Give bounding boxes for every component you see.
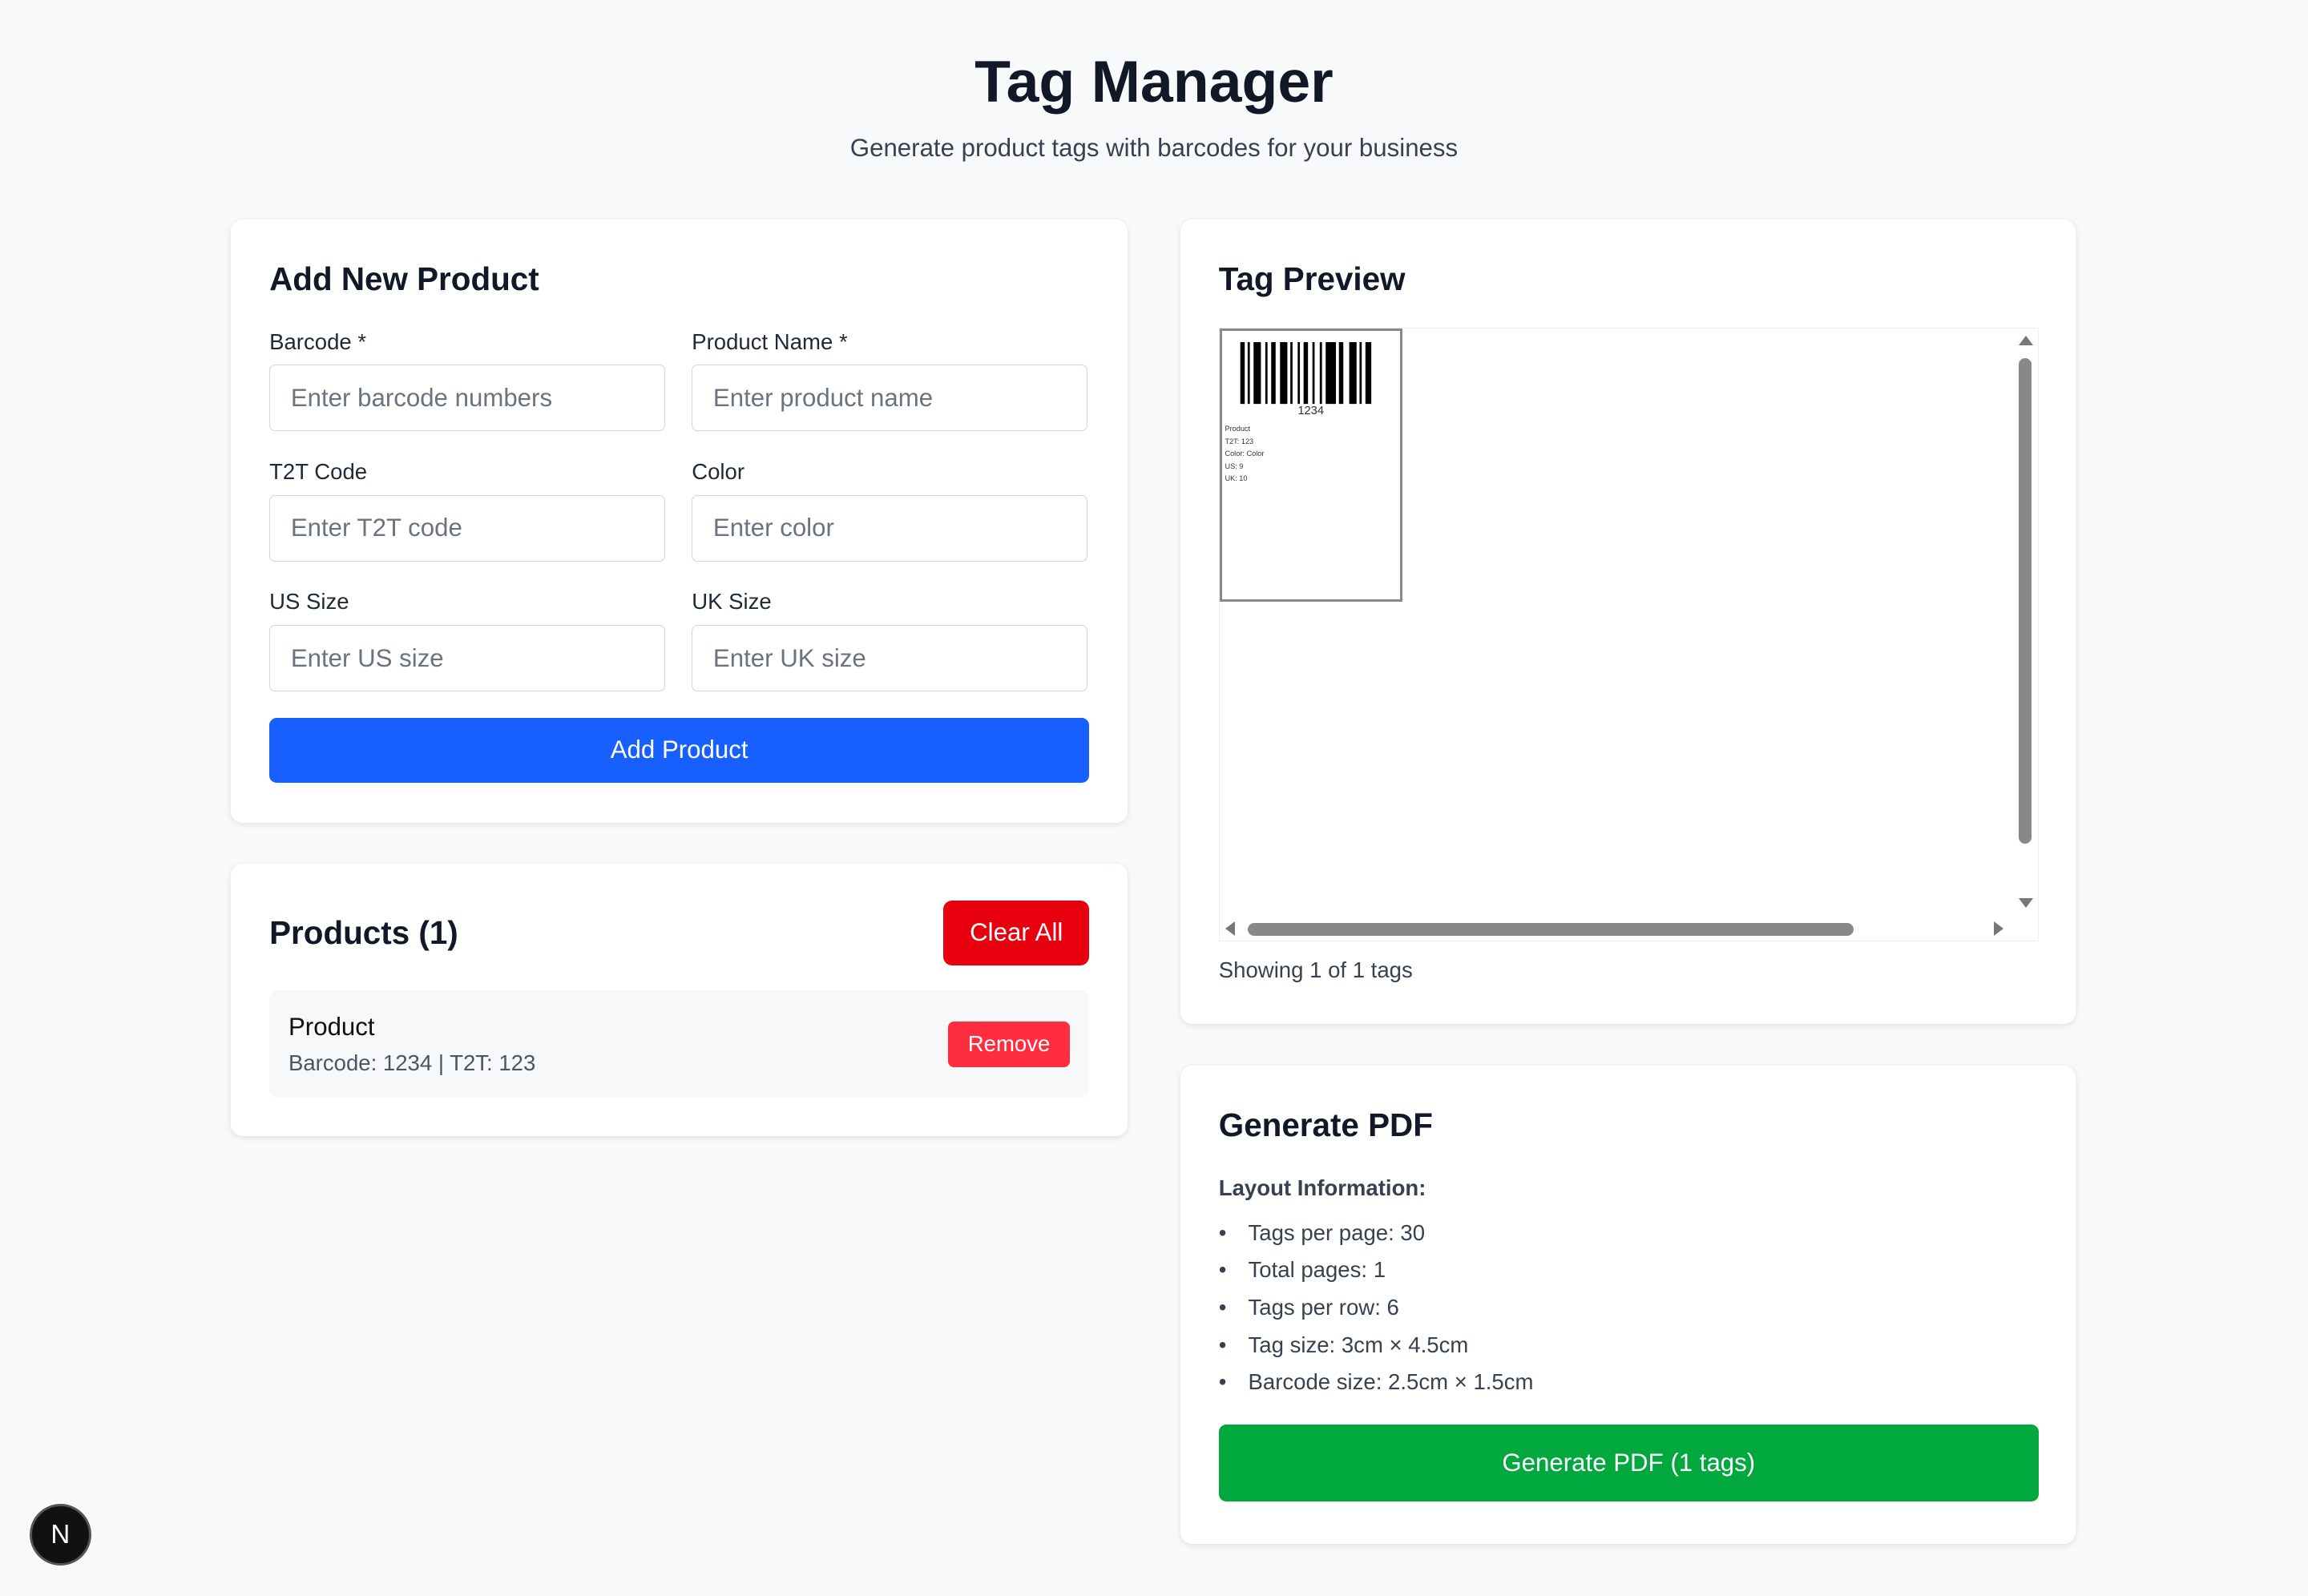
tag-barcode-number: 1234 bbox=[1297, 404, 1324, 417]
vertical-scrollbar[interactable] bbox=[2014, 328, 2037, 917]
color-label: Color bbox=[692, 459, 745, 485]
barcode-image bbox=[1240, 342, 1371, 405]
scroll-right-arrow-icon[interactable] bbox=[1993, 921, 2003, 936]
generate-pdf-button[interactable]: Generate PDF (1 tags) bbox=[1218, 1425, 2039, 1501]
layout-info-item: Barcode size: 2.5cm × 1.5cm bbox=[1219, 1369, 2037, 1396]
layout-info-list: Tags per page: 30 Total pages: 1 Tags pe… bbox=[1219, 1220, 2037, 1396]
add-product-title: Add New Product bbox=[269, 260, 539, 298]
tag-line: T2T: 123 bbox=[1225, 437, 1254, 445]
product-name: Product bbox=[288, 1012, 375, 1041]
t2t-input[interactable] bbox=[269, 494, 666, 562]
scroll-down-arrow-icon[interactable] bbox=[2018, 897, 2033, 908]
layout-info-item: Tag size: 3cm × 4.5cm bbox=[1219, 1332, 2037, 1359]
barcode-input[interactable] bbox=[269, 365, 666, 432]
tag-line: Color: Color bbox=[1225, 449, 1265, 458]
layout-info-heading: Layout Information: bbox=[1218, 1175, 1426, 1200]
dev-tools-badge[interactable]: N bbox=[29, 1504, 91, 1566]
horizontal-scrollbar[interactable] bbox=[1220, 917, 2015, 940]
layout-info-item: Tags per page: 30 bbox=[1219, 1220, 2037, 1247]
product-name-input[interactable] bbox=[692, 365, 1088, 432]
t2t-label: T2T Code bbox=[269, 459, 368, 485]
barcode-label: Barcode * bbox=[269, 328, 367, 354]
generate-pdf-title: Generate PDF bbox=[1218, 1106, 1433, 1144]
us-size-input[interactable] bbox=[269, 625, 666, 691]
layout-info-item: Tags per row: 6 bbox=[1219, 1295, 2037, 1321]
products-title: Products (1) bbox=[269, 913, 458, 951]
horizontal-scroll-thumb[interactable] bbox=[1247, 922, 1854, 937]
tag-line: Product bbox=[1225, 424, 1251, 433]
product-details: Barcode: 1234 | T2T: 123 bbox=[288, 1050, 536, 1075]
tag-preview-title: Tag Preview bbox=[1218, 260, 1406, 298]
vertical-scroll-thumb[interactable] bbox=[2018, 357, 2032, 844]
page-subtitle: Generate product tags with barcodes for … bbox=[849, 134, 1459, 163]
product-name-label: Product Name * bbox=[692, 328, 848, 354]
tag-preview-card: Tag Preview 1234 Product T2T: 123 Color:… bbox=[1180, 219, 2076, 1025]
products-card: Products (1) Clear All Product Barcode: … bbox=[231, 864, 1128, 1136]
color-input[interactable] bbox=[692, 494, 1088, 562]
tag-line: US: 9 bbox=[1225, 461, 1244, 470]
uk-size-input[interactable] bbox=[692, 625, 1088, 691]
scroll-left-arrow-icon[interactable] bbox=[1225, 921, 1236, 936]
layout-info-item: Total pages: 1 bbox=[1219, 1257, 2037, 1284]
add-product-button[interactable]: Add Product bbox=[269, 717, 1090, 783]
remove-button[interactable]: Remove bbox=[947, 1021, 1071, 1067]
us-size-label: US Size bbox=[269, 589, 349, 615]
tag-line: UK: 10 bbox=[1225, 474, 1248, 483]
next-logo-icon: N bbox=[50, 1519, 71, 1550]
uk-size-label: UK Size bbox=[692, 589, 772, 615]
generate-pdf-card: Generate PDF Layout Information: Tags pe… bbox=[1180, 1065, 2076, 1544]
scroll-up-arrow-icon[interactable] bbox=[2018, 336, 2033, 345]
clear-all-button[interactable]: Clear All bbox=[943, 901, 1090, 965]
preview-scroll-area[interactable]: 1234 Product T2T: 123 Color: Color US: 9… bbox=[1218, 327, 2039, 941]
preview-status: Showing 1 of 1 tags bbox=[1218, 957, 1413, 982]
product-list-item: Product Barcode: 1234 | T2T: 123 Remove bbox=[269, 990, 1090, 1098]
page-title: Tag Manager bbox=[974, 47, 1334, 115]
tag-card: 1234 Product T2T: 123 Color: Color US: 9… bbox=[1219, 328, 1402, 603]
add-product-card: Add New Product Barcode * Product Name *… bbox=[231, 219, 1128, 823]
